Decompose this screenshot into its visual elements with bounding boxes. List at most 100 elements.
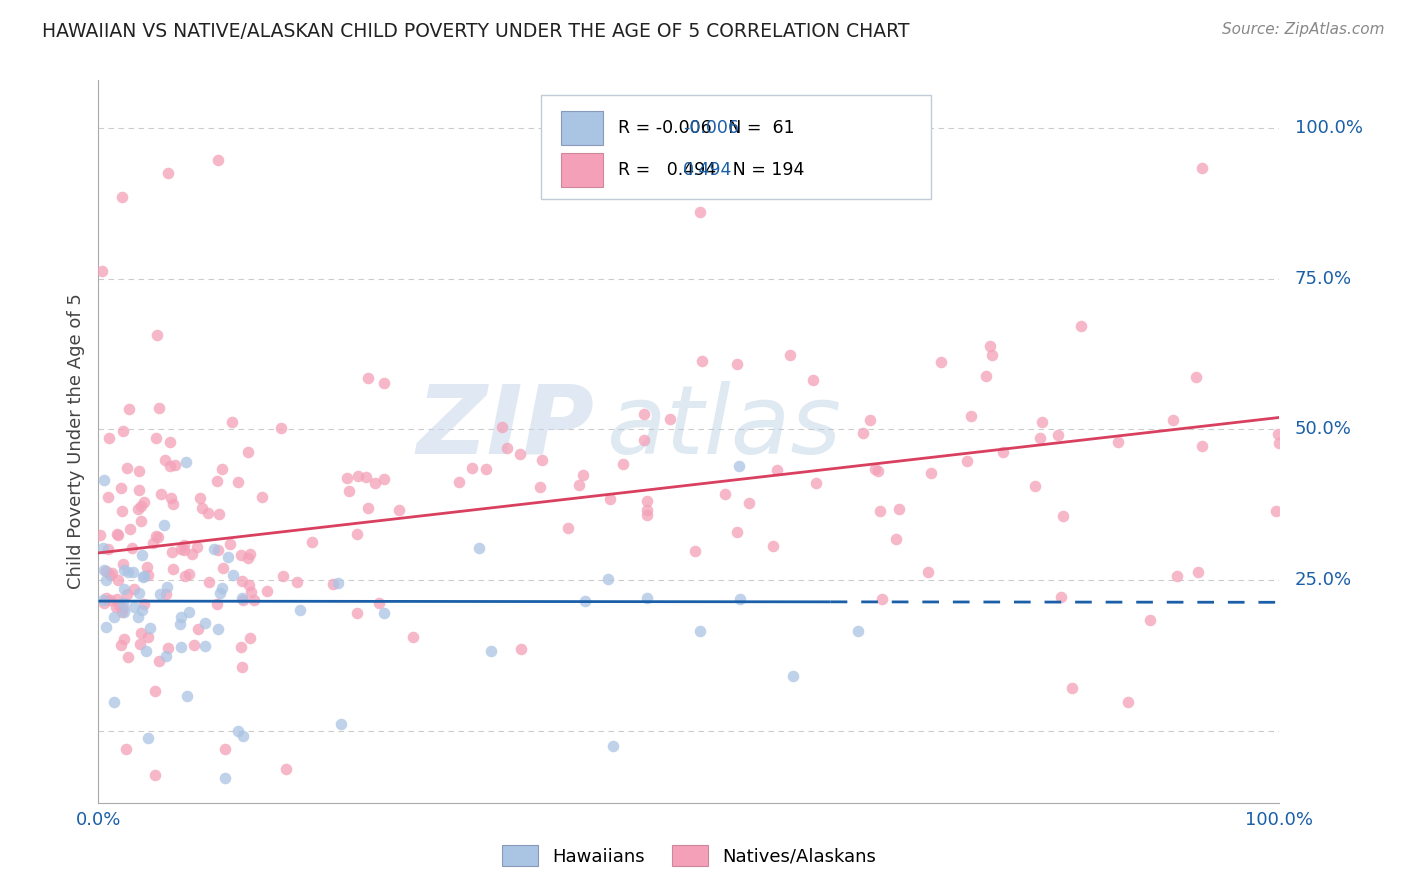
Point — [111, 605, 134, 619]
Point — [194, 639, 217, 653]
Point — [1267, 427, 1289, 442]
Point — [115, 461, 138, 475]
Point — [188, 491, 211, 505]
Point — [346, 606, 368, 620]
Point — [207, 542, 229, 557]
Point — [103, 610, 125, 624]
Point — [105, 527, 128, 541]
Point — [162, 497, 184, 511]
Point — [98, 567, 121, 582]
Text: -0.006: -0.006 — [683, 119, 740, 137]
Point — [322, 577, 344, 591]
Point — [148, 655, 170, 669]
Point — [920, 467, 942, 481]
Text: 100.0%: 100.0% — [1295, 120, 1362, 137]
Point — [782, 669, 804, 683]
Point — [129, 626, 152, 640]
Point — [117, 565, 139, 579]
Point — [869, 504, 891, 518]
Point — [128, 637, 150, 651]
Point — [301, 534, 323, 549]
Point — [274, 763, 297, 777]
Point — [222, 567, 245, 582]
Point — [956, 454, 979, 468]
Point — [1163, 412, 1185, 426]
Point — [870, 592, 893, 607]
Point — [863, 461, 886, 475]
Point — [1139, 613, 1161, 627]
Point — [208, 586, 231, 600]
Point — [336, 471, 359, 485]
Point — [1187, 566, 1209, 580]
Point — [285, 575, 308, 590]
Point — [270, 421, 292, 435]
Point — [887, 502, 910, 516]
Point — [1264, 503, 1286, 517]
Point — [1024, 479, 1046, 493]
Point — [131, 548, 153, 562]
Point — [96, 573, 118, 587]
Point — [1060, 681, 1083, 695]
Point — [181, 547, 204, 561]
Point — [132, 570, 155, 584]
Point — [183, 638, 205, 652]
Point — [129, 514, 152, 528]
Point — [159, 459, 181, 474]
Point — [208, 507, 231, 521]
Point — [122, 600, 145, 615]
Point — [110, 638, 132, 652]
Text: 0.494: 0.494 — [683, 161, 733, 179]
Point — [112, 424, 135, 438]
Point — [186, 540, 208, 554]
Point — [1118, 695, 1140, 709]
Point — [449, 475, 471, 489]
Point — [214, 741, 236, 756]
Point — [129, 499, 152, 513]
Point — [150, 486, 173, 500]
Point — [110, 481, 132, 495]
Point — [727, 459, 749, 474]
Point — [401, 630, 423, 644]
Point — [803, 373, 825, 387]
Point — [111, 190, 134, 204]
Point — [993, 445, 1015, 459]
Point — [612, 457, 634, 471]
Point — [112, 632, 135, 646]
Point — [160, 491, 183, 505]
Text: Source: ZipAtlas.com: Source: ZipAtlas.com — [1222, 22, 1385, 37]
Point — [1267, 435, 1289, 450]
Point — [328, 575, 350, 590]
Point — [509, 447, 531, 461]
Text: R =   0.494   N = 194: R = 0.494 N = 194 — [619, 161, 804, 179]
Point — [367, 596, 389, 610]
Point — [766, 463, 789, 477]
Point — [1191, 439, 1213, 453]
Point — [207, 153, 229, 168]
Point — [134, 495, 156, 509]
Point — [633, 407, 655, 421]
Point — [170, 541, 193, 556]
Point — [557, 521, 579, 535]
Point — [112, 600, 135, 615]
Point — [91, 264, 114, 278]
Point — [846, 624, 869, 638]
Point — [602, 739, 624, 754]
Point — [173, 569, 195, 583]
Point — [491, 420, 513, 434]
Point — [111, 558, 134, 572]
Point — [226, 475, 249, 489]
Point — [148, 529, 170, 543]
Point — [468, 541, 491, 555]
Point — [163, 458, 186, 472]
Point — [236, 550, 259, 565]
Point — [94, 591, 117, 605]
Point — [108, 598, 131, 612]
Point — [136, 731, 159, 745]
Point — [354, 470, 377, 484]
Point — [1191, 161, 1213, 176]
Point — [177, 567, 200, 582]
Point — [231, 591, 253, 605]
Point — [229, 640, 252, 655]
Point — [636, 503, 658, 517]
Point — [136, 568, 159, 582]
